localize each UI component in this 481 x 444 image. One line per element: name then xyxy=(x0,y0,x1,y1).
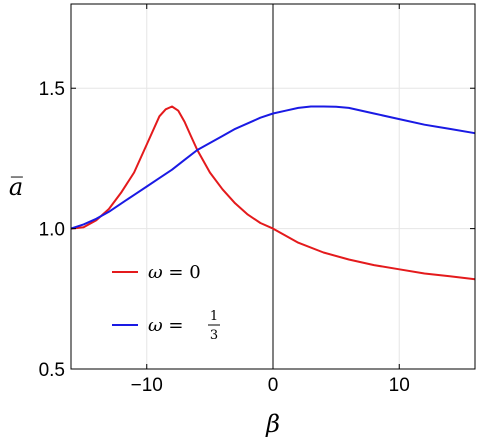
series-line-0 xyxy=(70,105,476,281)
legend-item-omega-third: ω = 1 3 xyxy=(112,309,220,343)
ticks xyxy=(71,4,475,370)
series-group xyxy=(70,105,476,281)
legend-label-omega-third: ω = xyxy=(148,315,184,336)
y-tick-label-1: 1.0 xyxy=(39,220,65,241)
series-line-1 xyxy=(70,105,476,230)
y-tick-label-2: 1.5 xyxy=(39,79,65,100)
x-tick-label-2: 10 xyxy=(389,375,410,396)
legend-fraction-denominator: 3 xyxy=(210,328,218,343)
legend-item-omega-0: ω = 0 xyxy=(112,262,201,283)
y-tick-label-0: 0.5 xyxy=(39,360,65,381)
legend: ω = 0 ω = 1 3 xyxy=(112,262,220,343)
legend-fraction-numerator: 1 xyxy=(210,309,218,324)
x-axis-label: β xyxy=(265,410,280,438)
y-axis-label: a̅ xyxy=(9,173,23,201)
tick-labels: −10 0 10 0.5 1.0 1.5 xyxy=(39,79,410,396)
legend-label-omega-0: ω = 0 xyxy=(148,262,201,283)
x-tick-label-0: −10 xyxy=(131,375,163,396)
x-tick-label-1: 0 xyxy=(268,375,279,396)
